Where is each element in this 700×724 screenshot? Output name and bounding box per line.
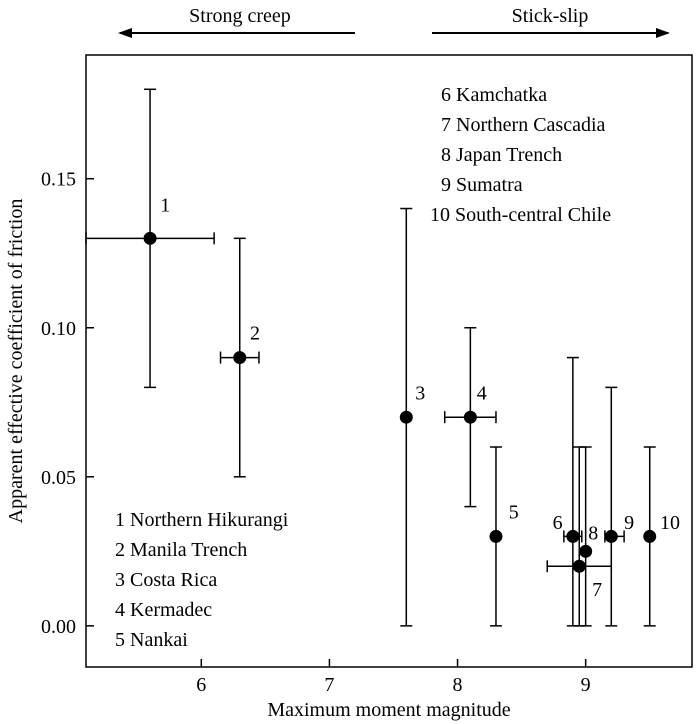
data-marker <box>143 231 157 245</box>
data-marker <box>643 529 657 543</box>
data-point-8: 8 <box>579 446 598 627</box>
y-axis: 0.00 0.05 0.10 0.15 <box>41 169 94 638</box>
strong-creep-label: Strong creep <box>189 5 291 27</box>
data-point-3: 3 <box>399 207 425 627</box>
legend-item: 1 Northern Hikurangi <box>115 509 289 531</box>
x-tick-label: 7 <box>324 674 334 696</box>
legend-right: 6 Kamchatka 7 Northern Cascadia 8 Japan … <box>430 84 611 226</box>
x-tick-label: 6 <box>196 674 206 696</box>
point-label: 7 <box>592 579 602 601</box>
stick-slip-label: Stick-slip <box>512 5 589 27</box>
y-tick-label: 0.10 <box>41 318 76 340</box>
legend-item: 4 Kermadec <box>115 599 212 621</box>
legend-item: 7 Northern Cascadia <box>441 114 606 136</box>
data-point-10: 10 <box>643 446 680 627</box>
point-label: 8 <box>588 522 598 544</box>
legend-item: 6 Kamchatka <box>441 84 547 106</box>
data-marker <box>233 351 247 365</box>
point-label: 6 <box>553 512 563 534</box>
data-point-6: 6 <box>553 356 583 627</box>
point-label: 9 <box>624 512 634 534</box>
legend-item: 10 South-central Chile <box>430 204 611 226</box>
y-tick-label: 0.00 <box>41 616 76 638</box>
data-marker <box>566 529 580 543</box>
x-axis-title: Maximum moment magnitude <box>267 699 510 721</box>
data-marker <box>572 559 586 573</box>
point-label: 3 <box>415 382 425 404</box>
x-tick-label: 8 <box>453 674 463 696</box>
x-axis: 6 7 8 9 <box>196 659 591 696</box>
legend-left: 1 Northern Hikurangi 2 Manila Trench 3 C… <box>115 509 289 651</box>
plot-frame <box>85 54 693 668</box>
point-label: 2 <box>250 323 260 345</box>
data-point-1: 1 <box>85 88 215 389</box>
data-marker <box>463 410 477 424</box>
legend-item: 3 Costa Rica <box>115 569 217 591</box>
data-marker <box>489 529 503 543</box>
data-marker <box>579 544 593 558</box>
legend-item: 2 Manila Trench <box>115 539 247 561</box>
data-points: 1 2 3 4 5 6 7 8 9 10 <box>85 88 680 627</box>
legend-item: 9 Sumatra <box>441 174 523 196</box>
y-tick-label: 0.05 <box>41 467 76 489</box>
data-marker <box>604 529 618 543</box>
y-tick-label: 0.15 <box>41 169 76 191</box>
point-label: 10 <box>660 512 680 534</box>
data-point-7: 7 <box>546 446 613 627</box>
point-label: 4 <box>477 382 487 404</box>
data-point-5: 5 <box>489 446 519 627</box>
x-tick-label: 9 <box>581 674 591 696</box>
data-point-4: 4 <box>443 327 497 508</box>
point-label: 1 <box>160 195 170 217</box>
data-point-2: 2 <box>219 237 260 478</box>
legend-item: 8 Japan Trench <box>441 144 562 166</box>
point-label: 5 <box>509 502 519 524</box>
y-axis-title: Apparent effective coefficient of fricti… <box>5 199 27 524</box>
data-marker <box>399 410 413 424</box>
legend-item: 5 Nankai <box>115 629 188 651</box>
data-point-9: 9 <box>604 386 634 627</box>
